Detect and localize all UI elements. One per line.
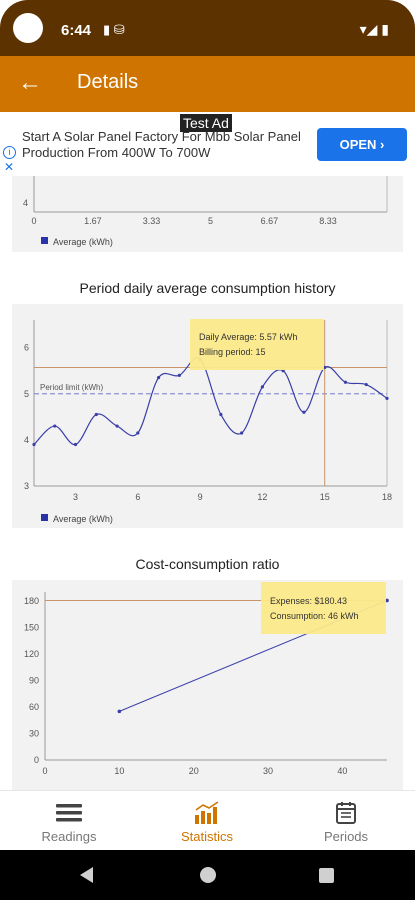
ad-info-icon[interactable]: i bbox=[3, 146, 16, 159]
data-point bbox=[240, 431, 244, 435]
average-chart-card: 4 0 1.67 3.33 5 6.67 8.33 Average (kWh) bbox=[12, 176, 403, 252]
nav-statistics[interactable]: Statistics bbox=[138, 791, 276, 851]
x-tick-label: 8.33 bbox=[319, 216, 337, 226]
nav-statistics-label: Statistics bbox=[180, 829, 233, 844]
data-point bbox=[32, 442, 36, 447]
camera-cutout bbox=[13, 13, 43, 43]
cost-chart-title: Cost-consumption ratio bbox=[135, 556, 280, 572]
data-point bbox=[136, 431, 140, 435]
cost-chart-card: 180 150 120 90 60 30 0 0 10 20 30 40 Expenses: $18… bbox=[12, 580, 403, 790]
history-chart[interactable]: 6 5 4 3 3 6 9 12 15 18 Period limit (kWh) Daily … bbox=[12, 304, 403, 528]
y-tick-label: 60 bbox=[29, 702, 39, 712]
history-tooltip: Daily Average: 5.57 kWh Billing period: … bbox=[190, 319, 324, 370]
legend-label: Average (kWh) bbox=[53, 237, 113, 247]
y-tick-label: 90 bbox=[29, 675, 39, 685]
period-limit-label: Period limit (kWh) bbox=[40, 383, 103, 392]
cost-tooltip: Expenses: $180.43 Consumption: 46 kWh bbox=[261, 582, 386, 634]
ad-open-button[interactable]: OPEN › bbox=[317, 128, 407, 161]
data-point bbox=[302, 410, 306, 414]
legend-swatch bbox=[41, 237, 48, 244]
page-title: Details bbox=[77, 71, 139, 93]
y-tick-label: 150 bbox=[24, 622, 39, 632]
data-point bbox=[156, 376, 161, 380]
ad-text: Start A Solar Panel Factory For Mbb Sola… bbox=[22, 129, 301, 160]
x-tick-label: 6 bbox=[135, 492, 140, 502]
ad-close-icon[interactable]: ✕ bbox=[4, 160, 15, 174]
system-back-icon[interactable] bbox=[80, 867, 93, 883]
data-point bbox=[385, 598, 389, 603]
y-tick-label: 3 bbox=[24, 481, 29, 491]
x-tick-label: 0 bbox=[31, 216, 36, 226]
tooltip-expenses: Expenses: $180.43 bbox=[270, 596, 347, 606]
y-tick-label: 180 bbox=[24, 596, 39, 606]
data-point bbox=[177, 373, 181, 377]
x-tick-label: 6.67 bbox=[261, 216, 279, 226]
nav-periods[interactable]: Periods bbox=[277, 791, 415, 851]
y-tick-label: 5 bbox=[24, 389, 29, 399]
statistics-content[interactable]: 4 0 1.67 3.33 5 6.67 8.33 Average (kWh) Perio… bbox=[0, 176, 415, 790]
y-tick-label: 4 bbox=[23, 198, 28, 208]
data-point bbox=[115, 424, 119, 428]
data-point bbox=[364, 382, 368, 387]
bottom-navigation: Readings Statistics Periods bbox=[0, 790, 415, 851]
x-tick-label: 1.67 bbox=[84, 216, 102, 226]
system-status-icons: ▾◢ ▮ bbox=[359, 21, 389, 37]
calendar-icon bbox=[336, 802, 356, 824]
system-recents-icon[interactable] bbox=[319, 868, 334, 883]
data-point bbox=[385, 396, 389, 400]
data-point bbox=[260, 385, 265, 389]
data-point bbox=[53, 424, 57, 428]
x-tick-label: 10 bbox=[114, 766, 124, 776]
y-tick-label: 30 bbox=[29, 728, 39, 738]
legend-swatch bbox=[41, 514, 48, 521]
x-tick-label: 20 bbox=[189, 766, 199, 776]
tooltip-consumption: Consumption: 46 kWh bbox=[270, 611, 359, 621]
average-series-line bbox=[33, 357, 388, 446]
history-chart-card: 6 5 4 3 3 6 9 12 15 18 Period limit (kWh) Daily … bbox=[12, 304, 403, 528]
cost-chart[interactable]: 180 150 120 90 60 30 0 0 10 20 30 40 Expenses: $18… bbox=[12, 580, 403, 790]
average-chart: 4 0 1.67 3.33 5 6.67 8.33 Average (kWh) bbox=[23, 176, 388, 247]
test-ad-label: Test Ad bbox=[180, 114, 232, 132]
data-point bbox=[219, 412, 223, 417]
data-point bbox=[117, 709, 122, 714]
x-tick-label: 3.33 bbox=[143, 216, 161, 226]
y-tick-label: 0 bbox=[34, 755, 39, 765]
menu-icon bbox=[56, 804, 82, 822]
back-arrow-icon[interactable]: ← bbox=[18, 69, 42, 96]
ad-open-label: OPEN bbox=[339, 137, 377, 152]
data-point bbox=[343, 380, 348, 384]
app-bar: ← Details bbox=[0, 56, 415, 112]
nav-readings[interactable]: Readings bbox=[0, 791, 138, 851]
x-tick-label: 15 bbox=[320, 492, 330, 502]
data-point bbox=[94, 412, 98, 417]
status-bar: 6:44 ▮ ⛁ ▾◢ ▮ bbox=[0, 0, 415, 56]
x-tick-label: 3 bbox=[73, 492, 78, 502]
bar-chart-icon bbox=[195, 801, 219, 824]
y-tick-label: 6 bbox=[24, 343, 29, 353]
tooltip-daily-average: Daily Average: 5.57 kWh bbox=[199, 332, 297, 342]
system-navigation-bar bbox=[0, 850, 415, 900]
x-tick-label: 0 bbox=[42, 766, 47, 776]
x-tick-label: 5 bbox=[208, 216, 213, 226]
nav-periods-label: Periods bbox=[323, 829, 369, 844]
x-tick-label: 30 bbox=[263, 766, 273, 776]
system-home-icon[interactable] bbox=[200, 867, 216, 883]
legend-label: Average (kWh) bbox=[53, 514, 113, 524]
x-tick-label: 18 bbox=[382, 492, 392, 502]
nav-readings-label: Readings bbox=[41, 829, 97, 844]
status-time: 6:44 bbox=[61, 22, 92, 39]
notification-icons: ▮ ⛁ bbox=[103, 22, 125, 37]
tooltip-billing-period: Billing period: 15 bbox=[199, 347, 266, 357]
y-tick-label: 120 bbox=[24, 649, 39, 659]
data-point bbox=[73, 442, 78, 447]
y-tick-label: 4 bbox=[24, 435, 29, 445]
ad-banner[interactable]: Test Ad i ✕ Start A Solar Panel Factory … bbox=[0, 112, 415, 176]
x-tick-label: 12 bbox=[257, 492, 267, 502]
history-chart-title: Period daily average consumption history bbox=[79, 280, 336, 296]
x-tick-label: 9 bbox=[198, 492, 203, 502]
x-tick-label: 40 bbox=[337, 766, 347, 776]
